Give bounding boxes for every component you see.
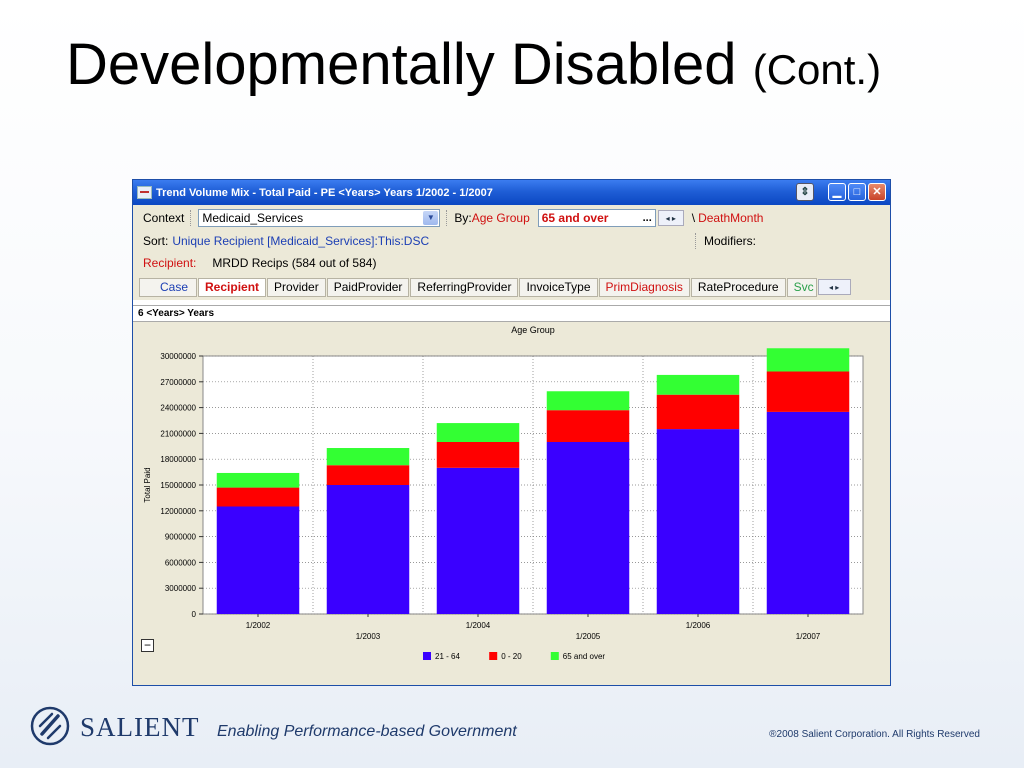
y-tick-label: 3000000 <box>165 584 197 593</box>
legend-swatch <box>489 652 498 660</box>
legend-label: 0 - 20 <box>501 652 522 661</box>
collapse-button[interactable]: − <box>141 639 154 652</box>
bar-segment <box>216 487 300 507</box>
bar-segment <box>766 371 850 412</box>
sort-value[interactable]: Unique Recipient [Medicaid_Services]:Thi… <box>172 234 430 248</box>
death-month-link[interactable]: DeathMonth <box>698 210 764 225</box>
close-icon[interactable]: ✕ <box>868 183 886 201</box>
by-label: By: <box>454 210 472 225</box>
recipient-value: MRDD Recips (584 out of 584) <box>212 256 377 270</box>
chart-area: Age Group 0 3000000 6000000 9000000 12000000 1… <box>133 322 890 685</box>
filter-field[interactable]: 65 and over ... <box>537 208 656 227</box>
sort-label: Sort: <box>143 234 169 248</box>
dimension-tabs: Case Recipient Provider PaidProvider Ref… <box>133 274 890 300</box>
bar-segment <box>326 465 410 485</box>
tab-scroll-arrows[interactable]: ◂ ▸ <box>817 279 851 295</box>
bar-segment <box>546 410 630 442</box>
bar-segment <box>656 429 740 614</box>
y-tick-label: 0 <box>192 610 197 619</box>
bar-segment <box>326 448 410 466</box>
y-tick-label: 24000000 <box>160 404 196 413</box>
y-tick-label: 15000000 <box>160 481 196 490</box>
chevron-down-icon[interactable]: ▼ <box>423 210 439 225</box>
footer-tagline: Enabling Performance-based Government <box>217 723 517 740</box>
slide-title-main: Developmentally Disabled <box>66 32 737 97</box>
bar-segment <box>436 442 520 468</box>
y-tick-label: 30000000 <box>160 352 196 361</box>
death-separator: \ <box>691 210 696 225</box>
filter-nav-arrows[interactable]: ◂ ▸ <box>657 209 684 226</box>
slide-title: Developmentally Disabled (Cont.) <box>66 30 881 100</box>
filter-value: 65 and over <box>541 210 609 225</box>
tab-recipient[interactable]: Recipient <box>198 277 267 297</box>
y-tick-label: 6000000 <box>165 558 197 567</box>
chart-app-icon <box>137 186 152 199</box>
window-title: Trend Volume Mix - Total Paid - PE <Year… <box>156 186 493 199</box>
footer-copyright: ®2008 Salient Corporation. All Rights Re… <box>769 729 980 740</box>
tab-referringprovider[interactable]: ReferringProvider <box>410 277 519 297</box>
context-select-value: Medicaid_Services <box>202 210 304 225</box>
x-tick-label: 1/2003 <box>356 632 381 641</box>
bar-segment <box>766 411 850 614</box>
dock-icon[interactable]: ⇕ <box>796 183 814 201</box>
bar-segment <box>216 472 300 488</box>
bar-segment <box>216 506 300 614</box>
salient-logo-icon <box>30 706 70 746</box>
brand-name: SALIENT <box>80 712 200 742</box>
legend-swatch <box>550 652 559 660</box>
y-axis-label: Total Paid <box>143 467 152 502</box>
bar-segment <box>546 442 630 614</box>
chart-title: Age Group <box>511 325 555 335</box>
x-tick-label: 1/2005 <box>576 632 601 641</box>
legend-swatch <box>423 652 431 660</box>
context-label: Context <box>143 210 185 225</box>
maximize-icon[interactable]: □ <box>848 183 866 201</box>
y-tick-label: 27000000 <box>160 378 196 387</box>
y-tick-label: 12000000 <box>160 507 196 516</box>
y-tick-label: 9000000 <box>165 533 197 542</box>
x-tick-label: 1/2002 <box>246 621 271 630</box>
minimize-icon[interactable]: ▁ <box>828 183 846 201</box>
modifiers-label[interactable]: Modifiers: <box>704 234 757 248</box>
x-tick-label: 1/2006 <box>686 621 711 630</box>
slide-title-suffix: (Cont.) <box>752 46 882 93</box>
bar-segment <box>656 374 740 395</box>
result-subheader: 6 <Years> Years <box>133 305 890 322</box>
x-tick-label: 1/2004 <box>466 621 491 630</box>
tab-case[interactable]: Case <box>139 277 198 297</box>
query-panel: Context Medicaid_Services ▼ By: Age Grou… <box>133 205 890 300</box>
tab-svc[interactable]: Svc <box>786 277 817 297</box>
recipient-label: Recipient: <box>143 256 197 270</box>
bar-segment <box>436 423 520 442</box>
bar-segment <box>546 391 630 411</box>
x-tick-label: 1/2007 <box>796 632 821 641</box>
y-tick-label: 21000000 <box>160 429 196 438</box>
by-value[interactable]: Age Group <box>471 210 530 225</box>
legend-label: 21 - 64 <box>435 652 460 661</box>
tab-paidprovider[interactable]: PaidProvider <box>326 277 410 297</box>
bar-segment <box>436 467 520 614</box>
stacked-bar-chart: Age Group 0 3000000 6000000 9000000 12000000 1… <box>143 325 864 661</box>
bar-segment <box>766 348 850 372</box>
tab-provider[interactable]: Provider <box>267 277 326 297</box>
tab-invoicetype[interactable]: InvoiceType <box>519 277 598 297</box>
filter-more-button[interactable]: ... <box>642 211 652 224</box>
bar-segment <box>326 485 410 614</box>
window-titlebar[interactable]: Trend Volume Mix - Total Paid - PE <Year… <box>133 180 890 205</box>
app-window: Trend Volume Mix - Total Paid - PE <Year… <box>132 179 891 686</box>
tab-rateprocedure[interactable]: RateProcedure <box>690 277 786 297</box>
legend-label: 65 and over <box>563 652 606 661</box>
context-select[interactable]: Medicaid_Services ▼ <box>198 208 441 227</box>
bar-segment <box>656 394 740 430</box>
tab-primdiagnosis[interactable]: PrimDiagnosis <box>598 277 690 297</box>
y-tick-label: 18000000 <box>160 455 196 464</box>
